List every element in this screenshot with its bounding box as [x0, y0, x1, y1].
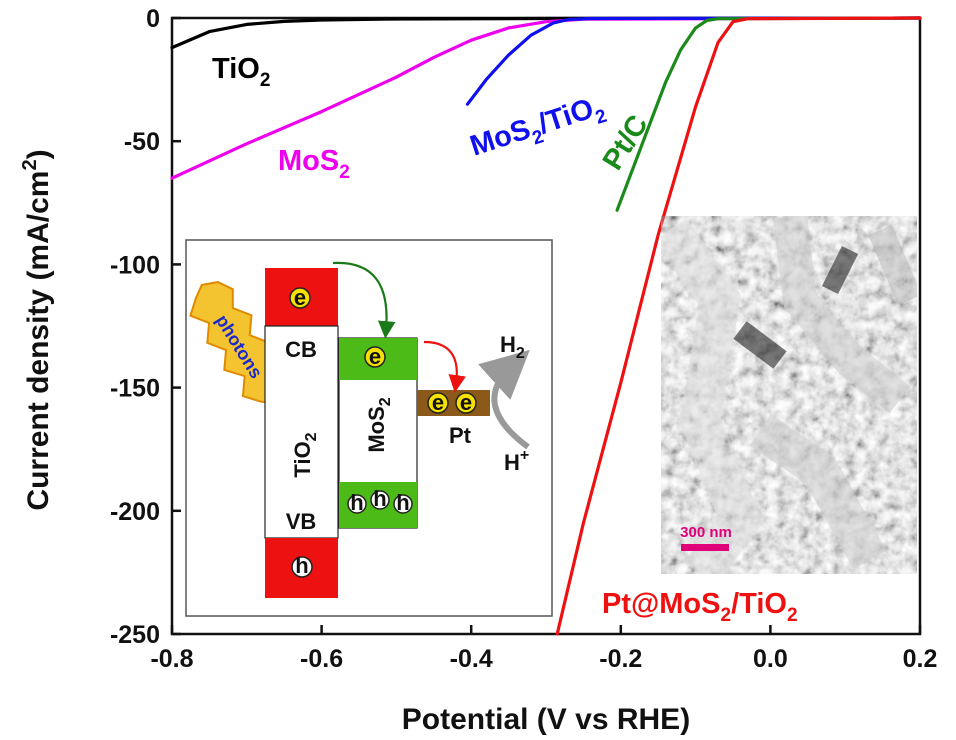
label-tio2: TiO2	[212, 53, 270, 91]
inset-schematic: photons e CB VB TiO2 h e MoS2 h h h e e …	[185, 239, 553, 617]
hole-label: h	[373, 486, 386, 511]
label-mos2-tio2: MoS2/TiO2	[466, 90, 609, 169]
series-line-3	[615, 16, 922, 212]
sem-image: 300 nm	[661, 216, 917, 574]
y-tick-label: -100	[110, 251, 160, 279]
pt-label: Pt	[449, 423, 472, 448]
label-pt-mos2-tio2: Pt@MoS2/TiO2	[602, 588, 798, 626]
hole-label: h	[350, 490, 363, 515]
electron-icon	[364, 346, 386, 368]
electron-icon	[455, 392, 477, 414]
series-group	[170, 16, 922, 636]
x-tick-label: -0.6	[300, 645, 343, 673]
y-tick-label: -150	[110, 375, 160, 403]
cb-label: CB	[285, 337, 317, 362]
hole-icon	[347, 494, 367, 514]
sem-scale-label: 300 nm	[680, 524, 732, 541]
hole-icon	[393, 494, 413, 514]
electron-icon	[289, 287, 311, 309]
y-tick-label: -200	[110, 498, 160, 526]
h2-label: H2	[500, 332, 525, 362]
vb-label: VB	[286, 509, 317, 534]
y-axis-label: Current density (mA/cm2)	[19, 149, 55, 510]
y-axis-ticks: 0 -50 -100 -150 -200 -250	[110, 5, 181, 649]
sem-scale-bar	[681, 544, 729, 551]
x-axis-label: Potential (V vs RHE)	[402, 703, 690, 736]
x-tick-label: -0.8	[150, 645, 193, 673]
x-tick-label: 0.2	[903, 645, 938, 673]
electron-transfer-arrow	[423, 340, 466, 393]
series-line-4	[555, 16, 922, 636]
x-tick-label: -0.4	[450, 645, 493, 673]
hplus-label: H+	[504, 447, 529, 475]
electron-transfer-arrow	[332, 261, 396, 339]
hole-label: h	[295, 553, 308, 578]
y-tick-label: 0	[146, 5, 160, 33]
series-line-0	[170, 16, 922, 50]
x-axis-ticks: -0.8 -0.6 -0.4 -0.2 0.0 0.2	[150, 625, 937, 673]
x-tick-label: 0.0	[753, 645, 788, 673]
y-tick-label: -50	[124, 128, 160, 156]
electron-label: e	[432, 390, 444, 415]
electron-label: e	[294, 285, 306, 310]
hole-icon	[370, 490, 390, 510]
tio2-label: TiO2	[290, 432, 320, 477]
mos2-label: MoS2	[364, 397, 394, 452]
series-line-2	[465, 16, 922, 106]
hole-icon	[291, 556, 313, 578]
hole-label: h	[396, 490, 409, 515]
electron-label: e	[369, 344, 381, 369]
y-tick-label: -250	[110, 621, 160, 649]
electron-icon	[427, 392, 449, 414]
electron-label: e	[460, 390, 472, 415]
x-tick-label: -0.2	[599, 645, 642, 673]
label-mos2: MoS2	[278, 145, 350, 183]
reduction-arrow	[478, 349, 530, 450]
